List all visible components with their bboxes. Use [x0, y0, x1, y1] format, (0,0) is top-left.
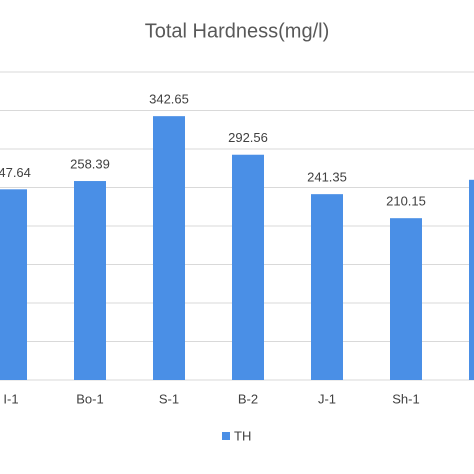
bar [153, 116, 185, 381]
x-tick-label: Bo-1 [76, 391, 103, 406]
value-label: 342.65 [149, 92, 189, 107]
bar [469, 179, 474, 380]
x-tick-label: I-1 [3, 391, 18, 406]
bar [390, 218, 422, 380]
value-label: 241.35 [307, 170, 347, 185]
bar [0, 189, 27, 380]
legend-swatch [222, 432, 230, 440]
bar [232, 154, 264, 380]
value-label: 292.56 [228, 130, 268, 145]
legend-label: TH [234, 428, 251, 443]
x-tick-label: Sh-1 [392, 391, 419, 406]
x-tick-label: J-1 [318, 391, 336, 406]
x-tick-label: B-2 [238, 391, 258, 406]
bar [74, 181, 106, 380]
value-label: 210.15 [386, 194, 426, 209]
value-label: 247.64 [0, 165, 31, 180]
x-tick-label: S-1 [159, 391, 179, 406]
value-label: 258.39 [70, 156, 110, 171]
chart-title: Total Hardness(mg/l) [145, 20, 330, 42]
bar [311, 194, 343, 380]
